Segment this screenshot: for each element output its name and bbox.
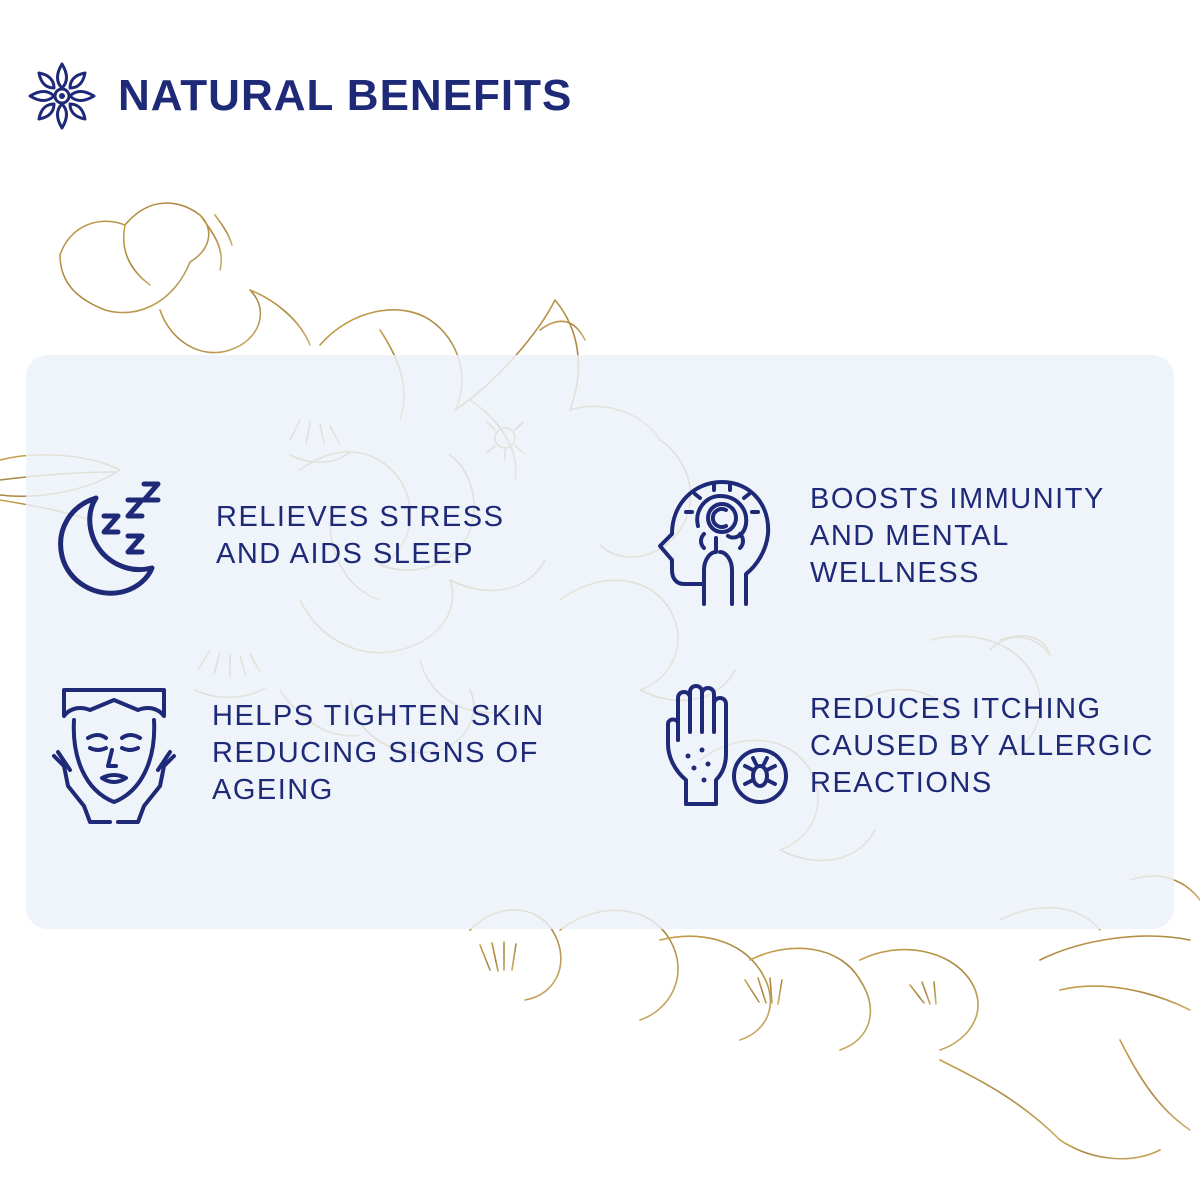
benefit-item-skin: HELPS TIGHTEN SKIN REDUCING SIGNS OF AGE… (50, 686, 545, 826)
benefit-item-itching: REDUCES ITCHING CAUSED BY ALLERGIC REACT… (664, 684, 1154, 808)
benefits-panel (26, 355, 1174, 929)
face-skin-icon (52, 688, 176, 824)
benefit-item-immunity: BOOSTS IMMUNITY AND MENTAL WELLNESS (654, 474, 1105, 608)
head-brain-icon (658, 480, 771, 606)
benefit-label: RELIEVES STRESS AND AIDS SLEEP (216, 501, 505, 570)
benefit-label: BOOSTS IMMUNITY AND MENTAL WELLNESS (810, 482, 1105, 589)
header: NATURAL BENEFITS (26, 58, 572, 134)
hand-allergy-icon (666, 684, 788, 806)
lotus-mandala-icon (28, 62, 96, 130)
benefit-label: HELPS TIGHTEN SKIN REDUCING SIGNS OF AGE… (212, 699, 545, 806)
benefit-item-sleep: RELIEVES STRESS AND AIDS SLEEP (48, 478, 504, 600)
benefit-label: REDUCES ITCHING CAUSED BY ALLERGIC REACT… (810, 692, 1154, 799)
moon-sleep-icon (58, 481, 161, 596)
page-title: NATURAL BENEFITS (118, 71, 573, 120)
